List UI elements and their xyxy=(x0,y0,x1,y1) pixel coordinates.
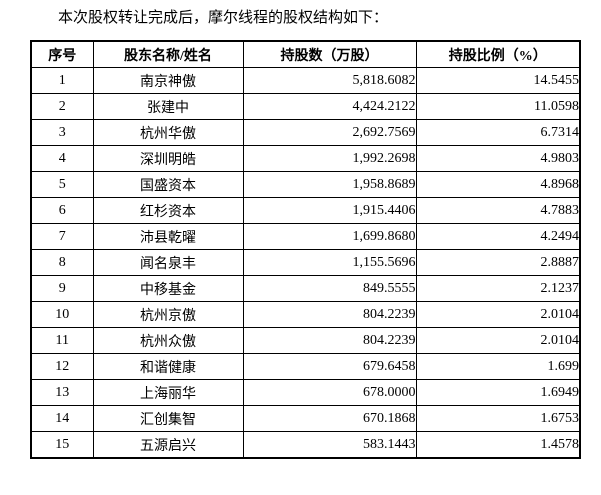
column-header-name: 股东名称/姓名 xyxy=(92,40,244,68)
cell-name: 和谐健康 xyxy=(92,353,244,380)
cell-no: 3 xyxy=(30,119,94,146)
cell-shares: 804.2239 xyxy=(242,327,417,354)
cell-shares: 849.5555 xyxy=(242,275,417,302)
shareholding-table: 序号 股东名称/姓名 持股数（万股） 持股比例（%） 1 南京神傲 5,818.… xyxy=(30,40,581,459)
cell-shares: 1,915.4406 xyxy=(242,197,417,224)
cell-ratio: 4.8968 xyxy=(415,171,581,198)
cell-ratio: 2.1237 xyxy=(415,275,581,302)
table-row: 9 中移基金 849.5555 2.1237 xyxy=(30,275,581,302)
cell-shares: 1,958.8689 xyxy=(242,171,417,198)
cell-no: 9 xyxy=(30,275,94,302)
cell-ratio: 2.0104 xyxy=(415,301,581,328)
cell-ratio: 4.2494 xyxy=(415,223,581,250)
cell-no: 1 xyxy=(30,67,94,94)
cell-shares: 678.0000 xyxy=(242,379,417,406)
cell-shares: 670.1868 xyxy=(242,405,417,432)
table-row: 4 深圳明皓 1,992.2698 4.9803 xyxy=(30,145,581,172)
cell-ratio: 6.7314 xyxy=(415,119,581,146)
cell-shares: 1,992.2698 xyxy=(242,145,417,172)
cell-ratio: 1.6949 xyxy=(415,379,581,406)
cell-no: 14 xyxy=(30,405,94,432)
cell-name: 国盛资本 xyxy=(92,171,244,198)
cell-no: 11 xyxy=(30,327,94,354)
column-header-ratio: 持股比例（%） xyxy=(415,40,581,68)
column-header-shares: 持股数（万股） xyxy=(242,40,417,68)
cell-ratio: 11.0598 xyxy=(415,93,581,120)
table-row: 6 红杉资本 1,915.4406 4.7883 xyxy=(30,197,581,224)
table-row: 3 杭州华傲 2,692.7569 6.7314 xyxy=(30,119,581,146)
cell-no: 10 xyxy=(30,301,94,328)
cell-shares: 679.6458 xyxy=(242,353,417,380)
cell-shares: 4,424.2122 xyxy=(242,93,417,120)
cell-no: 5 xyxy=(30,171,94,198)
cell-ratio: 14.5455 xyxy=(415,67,581,94)
table-row: 8 闻名泉丰 1,155.5696 2.8887 xyxy=(30,249,581,276)
table-row: 15 五源启兴 583.1443 1.4578 xyxy=(30,431,581,459)
table-row: 11 杭州众傲 804.2239 2.0104 xyxy=(30,327,581,354)
cell-shares: 2,692.7569 xyxy=(242,119,417,146)
cell-name: 沛县乾曜 xyxy=(92,223,244,250)
cell-no: 8 xyxy=(30,249,94,276)
table-row: 2 张建中 4,424.2122 11.0598 xyxy=(30,93,581,120)
table-row: 7 沛县乾曜 1,699.8680 4.2494 xyxy=(30,223,581,250)
table-header-row: 序号 股东名称/姓名 持股数（万股） 持股比例（%） xyxy=(30,40,581,68)
cell-shares: 5,818.6082 xyxy=(242,67,417,94)
cell-no: 7 xyxy=(30,223,94,250)
cell-name: 杭州华傲 xyxy=(92,119,244,146)
cell-shares: 1,699.8680 xyxy=(242,223,417,250)
cell-no: 13 xyxy=(30,379,94,406)
table-row: 5 国盛资本 1,958.8689 4.8968 xyxy=(30,171,581,198)
cell-no: 15 xyxy=(30,431,94,459)
cell-name: 南京神傲 xyxy=(92,67,244,94)
cell-name: 深圳明皓 xyxy=(92,145,244,172)
column-header-no: 序号 xyxy=(30,40,94,68)
cell-name: 闻名泉丰 xyxy=(92,249,244,276)
table-row: 13 上海丽华 678.0000 1.6949 xyxy=(30,379,581,406)
cell-ratio: 2.8887 xyxy=(415,249,581,276)
cell-ratio: 4.7883 xyxy=(415,197,581,224)
cell-no: 4 xyxy=(30,145,94,172)
cell-shares: 583.1443 xyxy=(242,431,417,459)
cell-no: 6 xyxy=(30,197,94,224)
cell-ratio: 1.699 xyxy=(415,353,581,380)
cell-name: 上海丽华 xyxy=(92,379,244,406)
table-row: 10 杭州京傲 804.2239 2.0104 xyxy=(30,301,581,328)
intro-text: 本次股权转让完成后，摩尔线程的股权结构如下： xyxy=(58,10,389,26)
cell-ratio: 2.0104 xyxy=(415,327,581,354)
cell-name: 红杉资本 xyxy=(92,197,244,224)
table-row: 14 汇创集智 670.1868 1.6753 xyxy=(30,405,581,432)
table-row: 12 和谐健康 679.6458 1.699 xyxy=(30,353,581,380)
cell-no: 12 xyxy=(30,353,94,380)
cell-shares: 804.2239 xyxy=(242,301,417,328)
cell-name: 五源启兴 xyxy=(92,431,244,459)
cell-name: 中移基金 xyxy=(92,275,244,302)
cell-ratio: 1.6753 xyxy=(415,405,581,432)
cell-name: 杭州众傲 xyxy=(92,327,244,354)
cell-ratio: 1.4578 xyxy=(415,431,581,459)
cell-name: 杭州京傲 xyxy=(92,301,244,328)
cell-name: 张建中 xyxy=(92,93,244,120)
table-row: 1 南京神傲 5,818.6082 14.5455 xyxy=(30,67,581,94)
cell-no: 2 xyxy=(30,93,94,120)
cell-shares: 1,155.5696 xyxy=(242,249,417,276)
cell-ratio: 4.9803 xyxy=(415,145,581,172)
cell-name: 汇创集智 xyxy=(92,405,244,432)
